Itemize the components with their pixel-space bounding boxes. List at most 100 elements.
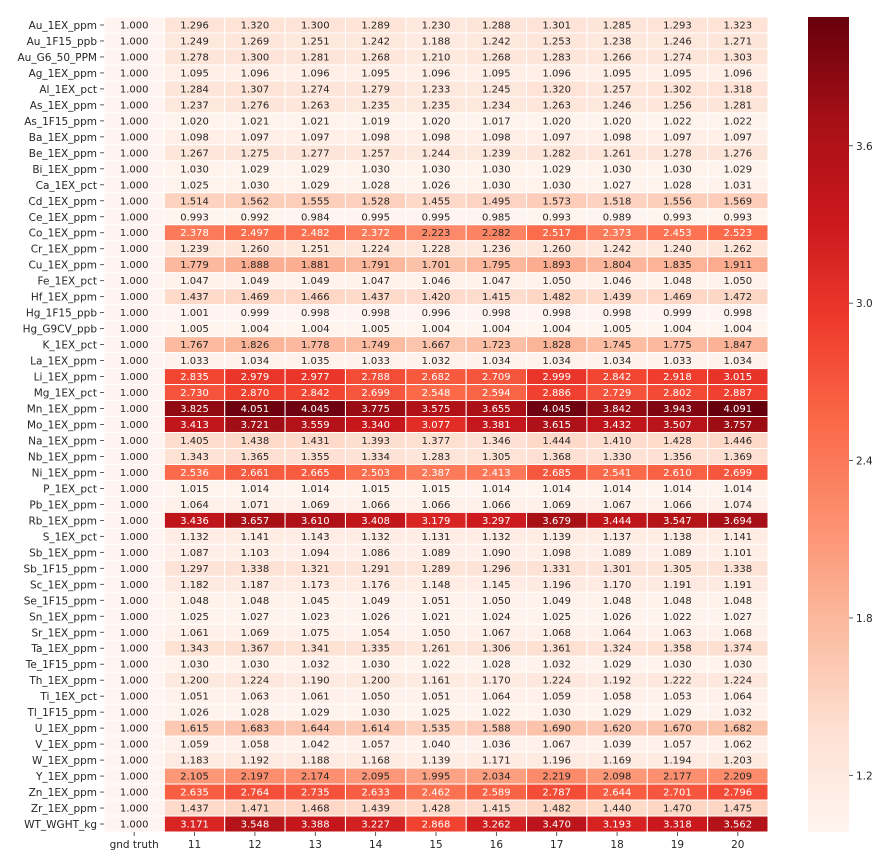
cell-value-label: 3.388 xyxy=(301,820,330,831)
y-tick-label: Li_1EX_ppm xyxy=(34,372,97,384)
cell-value-label: 1.289 xyxy=(422,564,451,575)
y-tick-label: Na_1EX_ppm xyxy=(28,435,97,447)
cell-value-label: 1.341 xyxy=(301,644,330,655)
cell-value-label: 1.000 xyxy=(120,164,149,175)
cell-value-label: 1.188 xyxy=(422,36,451,47)
cell-value-label: 1.191 xyxy=(663,580,692,591)
cell-value-label: 1.171 xyxy=(482,756,511,767)
y-tick-label: Zr_1EX_ppm xyxy=(31,803,97,815)
cell-value-label: 1.050 xyxy=(361,692,390,703)
cell-value-label: 2.482 xyxy=(301,228,330,239)
cell-value-label: 0.998 xyxy=(301,308,330,319)
cell-value-label: 1.061 xyxy=(301,692,330,703)
cell-value-label: 0.999 xyxy=(663,308,692,319)
cell-value-label: 3.825 xyxy=(180,404,209,415)
cell-value-label: 3.297 xyxy=(482,516,511,527)
cell-value-label: 2.729 xyxy=(603,388,632,399)
colorbar-tick-label: 3.0 xyxy=(856,298,873,310)
cell-value-label: 2.735 xyxy=(301,788,330,799)
heatmap-cells xyxy=(103,16,769,833)
cell-value-label: 1.269 xyxy=(241,36,270,47)
cell-value-label: 1.057 xyxy=(361,740,390,751)
cell-value-label: 1.330 xyxy=(603,452,632,463)
y-axis: Au_1EX_ppm Au_1F15_ppb Au_G6_50_PPM Ag_1EX_… xyxy=(18,20,104,831)
cell-value-label: 1.131 xyxy=(422,532,451,543)
cell-value-label: 1.067 xyxy=(542,740,571,751)
cell-value-label: 1.296 xyxy=(180,20,209,31)
cell-value-label: 1.355 xyxy=(301,452,330,463)
cell-value-label: 1.026 xyxy=(180,708,209,719)
cell-value-label: 1.067 xyxy=(603,500,632,511)
cell-value-label: 1.263 xyxy=(542,100,571,111)
cell-value-label: 1.141 xyxy=(723,532,752,543)
cell-value-label: 1.000 xyxy=(120,20,149,31)
y-tick-label: Sc_1EX_ppm xyxy=(30,579,97,591)
cell-value-label: 1.779 xyxy=(180,260,209,271)
cell-value-label: 1.033 xyxy=(663,356,692,367)
cell-value-label: 1.089 xyxy=(663,548,692,559)
cell-value-label: 1.000 xyxy=(120,228,149,239)
cell-value-label: 0.998 xyxy=(361,308,390,319)
cell-value-label: 1.249 xyxy=(180,36,209,47)
cell-value-label: 1.562 xyxy=(241,196,270,207)
cell-value-label: 0.993 xyxy=(542,212,571,223)
cell-value-label: 1.000 xyxy=(120,820,149,831)
cell-value-label: 1.030 xyxy=(361,708,390,719)
cell-value-label: 1.048 xyxy=(663,596,692,607)
cell-value-label: 3.547 xyxy=(663,516,692,527)
cell-value-label: 1.471 xyxy=(241,804,270,815)
cell-value-label: 1.615 xyxy=(180,724,209,735)
cell-value-label: 1.034 xyxy=(482,356,511,367)
cell-value-label: 1.000 xyxy=(120,436,149,447)
cell-value-label: 1.168 xyxy=(361,756,390,767)
cell-value-label: 2.503 xyxy=(361,468,390,479)
cell-value-label: 1.001 xyxy=(180,308,209,319)
x-tick-label: 16 xyxy=(490,839,504,851)
cell-value-label: 1.046 xyxy=(422,276,451,287)
cell-value-label: 1.795 xyxy=(482,260,511,271)
cell-value-label: 1.176 xyxy=(361,580,390,591)
cell-value-label: 1.000 xyxy=(120,500,149,511)
cell-value-label: 3.318 xyxy=(663,820,692,831)
cell-value-label: 1.024 xyxy=(482,612,511,623)
cell-value-label: 1.023 xyxy=(301,612,330,623)
cell-value-label: 3.340 xyxy=(361,420,390,431)
cell-value-label: 1.015 xyxy=(361,484,390,495)
cell-value-label: 1.000 xyxy=(120,644,149,655)
cell-value-label: 1.059 xyxy=(542,692,571,703)
cell-value-label: 1.828 xyxy=(542,340,571,351)
cell-value-label: 3.432 xyxy=(603,420,632,431)
cell-value-label: 1.701 xyxy=(422,260,451,271)
cell-value-label: 1.050 xyxy=(422,628,451,639)
cell-value-label: 1.095 xyxy=(361,68,390,79)
cell-value-label: 1.000 xyxy=(120,692,149,703)
cell-value-label: 1.192 xyxy=(241,756,270,767)
cell-value-label: 1.246 xyxy=(663,36,692,47)
y-tick-label: Au_1EX_ppm xyxy=(29,20,97,32)
cell-value-label: 1.000 xyxy=(120,132,149,143)
cell-value-label: 1.723 xyxy=(482,340,511,351)
cell-value-label: 2.886 xyxy=(542,388,571,399)
y-tick-label: Hg_1F15_ppb xyxy=(26,308,97,320)
cell-value-label: 2.685 xyxy=(542,468,571,479)
cell-value-label: 1.192 xyxy=(603,676,632,687)
cell-value-label: 1.032 xyxy=(542,660,571,671)
cell-value-label: 0.984 xyxy=(301,212,330,223)
cell-value-label: 1.014 xyxy=(723,484,752,495)
cell-value-label: 2.453 xyxy=(663,228,692,239)
cell-value-label: 4.045 xyxy=(301,404,330,415)
cell-value-label: 1.066 xyxy=(361,500,390,511)
cell-value-label: 2.548 xyxy=(422,388,451,399)
cell-value-label: 1.097 xyxy=(723,132,752,143)
cell-value-label: 1.026 xyxy=(603,612,632,623)
cell-value-label: 2.372 xyxy=(361,228,390,239)
cell-value-label: 1.074 xyxy=(723,500,752,511)
cell-value-label: 1.029 xyxy=(542,164,571,175)
cell-value-label: 1.000 xyxy=(120,68,149,79)
cell-value-label: 1.683 xyxy=(241,724,270,735)
cell-value-label: 1.320 xyxy=(542,84,571,95)
y-tick-label: Bi_1EX_ppm xyxy=(32,164,97,176)
cell-value-label: 1.224 xyxy=(723,676,752,687)
cell-value-label: 1.170 xyxy=(482,676,511,687)
cell-value-label: 1.028 xyxy=(361,180,390,191)
